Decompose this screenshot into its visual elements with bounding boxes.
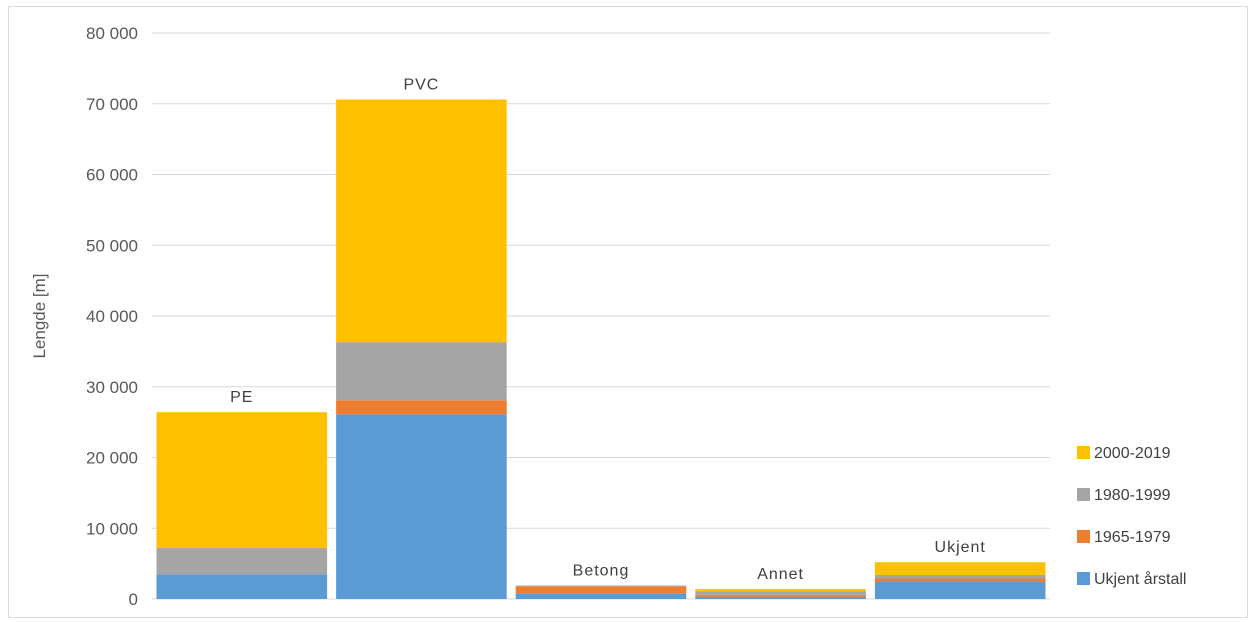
bar-segment — [874, 582, 1046, 599]
legend: 2000-2019 1980-1999 1965-1979 Ukjent årstal… — [1077, 445, 1186, 588]
bar-segment — [156, 412, 328, 549]
y-tick-label: 0 — [129, 590, 138, 609]
bar-segment — [336, 400, 507, 415]
y-tick-label: 60 000 — [86, 166, 138, 185]
y-tick-label: 20 000 — [86, 449, 138, 468]
bar-segment — [695, 589, 866, 592]
y-axis-label: Lengde [m] — [30, 273, 49, 358]
bar-segment — [336, 99, 507, 343]
bar-segment — [695, 594, 866, 597]
bar-segment — [695, 591, 866, 595]
bar-segment — [336, 414, 507, 599]
y-axis-ticks: 0 10 000 20 000 30 000 40 000 50 000 60 000 70 … — [86, 24, 138, 609]
legend-swatch — [1077, 488, 1090, 501]
bar-segment — [515, 593, 687, 599]
category-label: Annet — [757, 566, 804, 583]
y-tick-label: 70 000 — [86, 95, 138, 114]
bar-segment — [156, 574, 328, 599]
y-tick-label: 10 000 — [86, 519, 138, 538]
legend-label: Ukjent årstall — [1094, 570, 1186, 588]
legend-label: 1980-1999 — [1094, 487, 1171, 504]
bar-segment — [156, 548, 328, 575]
bar-segment — [874, 562, 1046, 575]
legend-swatch — [1077, 446, 1090, 459]
legend-swatch — [1077, 530, 1090, 543]
category-label: Betong — [573, 563, 630, 580]
category-label: Ukjent — [935, 539, 986, 556]
category-label: PE — [230, 389, 253, 406]
bar-segment — [515, 586, 687, 594]
bar-segment — [336, 342, 507, 401]
legend-label: 2000-2019 — [1094, 445, 1171, 462]
legend-swatch — [1077, 572, 1090, 585]
y-tick-label: 50 000 — [86, 236, 138, 255]
category-label: PVC — [403, 77, 439, 94]
legend-label: 1965-1979 — [1094, 529, 1171, 546]
y-tick-label: 30 000 — [86, 378, 138, 397]
y-tick-label: 40 000 — [86, 307, 138, 326]
bar-segment — [874, 578, 1046, 583]
bar-segment — [515, 585, 687, 587]
bar-segment — [874, 574, 1046, 579]
bars — [156, 99, 1046, 599]
y-tick-label: 80 000 — [86, 24, 138, 43]
category-labels: PE PVC Betong Annet Ukjent — [230, 77, 986, 584]
bar-segment — [695, 596, 866, 599]
